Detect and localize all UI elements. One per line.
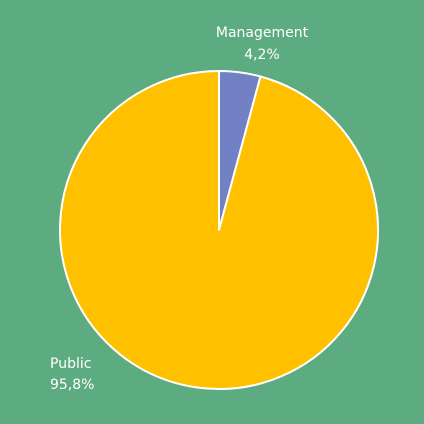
pie-data-labels: Management 4,2% Public 95,8%: [50, 25, 309, 393]
slice-label-public: Public: [50, 356, 91, 372]
slice-value-management: 4,2%: [244, 47, 280, 63]
slice-label-management: Management: [216, 25, 309, 41]
pie-slice-public: [59, 70, 380, 390]
pie-slices: [59, 70, 380, 390]
slice-value-public: 95,8%: [50, 377, 94, 393]
